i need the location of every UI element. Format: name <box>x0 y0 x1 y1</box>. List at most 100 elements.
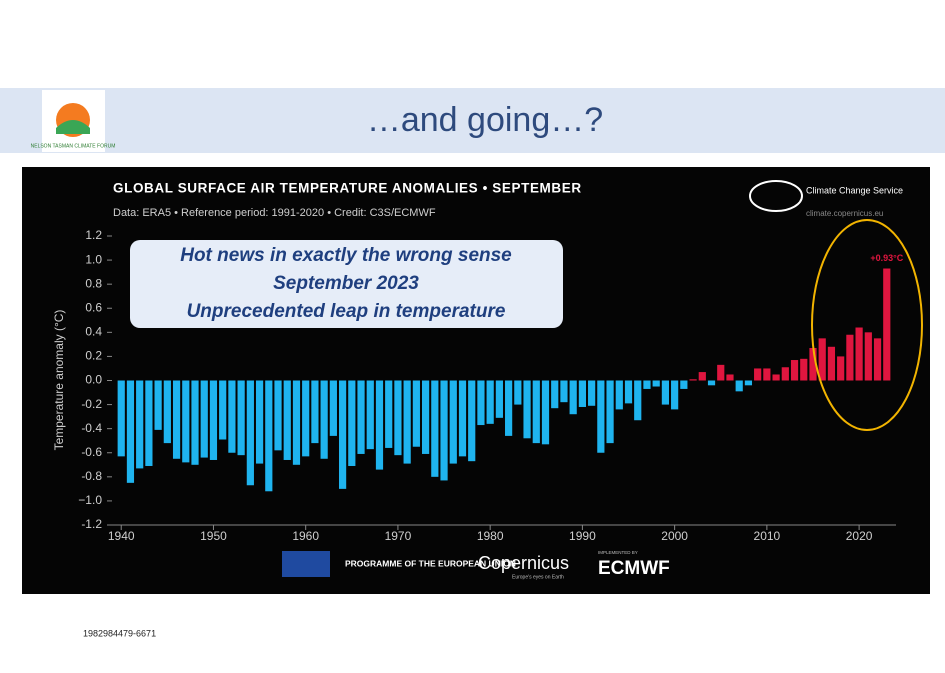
bar <box>458 380 467 457</box>
bar <box>182 380 190 463</box>
bar <box>348 380 356 466</box>
bar <box>338 380 347 489</box>
value-label: +0.93°C <box>870 253 903 263</box>
y-tick-label: -0.6 <box>81 445 102 459</box>
bar <box>707 380 716 386</box>
bar <box>606 380 614 444</box>
logo-text: NELSON TASMAN CLIMATE FORUM <box>31 143 116 149</box>
bar <box>302 380 310 457</box>
bar <box>274 380 282 451</box>
x-tick-label: 2020 <box>846 529 873 543</box>
y-tick-label: -0.4 <box>81 421 102 435</box>
copernicus-tag: Europe's eyes on Earth <box>512 574 564 580</box>
chart-title: GLOBAL SURFACE AIR TEMPERATURE ANOMALIES… <box>113 181 582 196</box>
bar <box>671 380 679 410</box>
bar <box>219 380 227 440</box>
bar <box>311 380 319 444</box>
bar <box>191 380 199 465</box>
bar <box>809 347 817 381</box>
highlight-ellipse <box>811 219 923 431</box>
bar <box>772 374 780 381</box>
bar <box>283 380 291 460</box>
bar <box>661 380 670 405</box>
x-tick-label: 1940 <box>108 529 135 543</box>
note-line: Unprecedented leap in temperature <box>187 301 506 322</box>
bar <box>468 380 476 462</box>
bar <box>837 356 845 381</box>
bar <box>117 380 125 457</box>
bar <box>763 368 771 381</box>
bar <box>790 360 799 381</box>
bar <box>136 380 144 469</box>
bar <box>634 380 642 421</box>
c3s-icon <box>749 180 803 212</box>
x-tick-label: 2000 <box>661 529 688 543</box>
bar <box>514 380 522 405</box>
bar <box>744 380 753 386</box>
bar <box>385 380 393 448</box>
bar <box>551 380 559 409</box>
eu-text: PROGRAMME OF THE EUROPEAN UNION <box>345 558 516 568</box>
logo-hills <box>56 120 90 134</box>
bar <box>375 380 384 470</box>
bar <box>394 380 402 456</box>
bar <box>403 380 411 464</box>
c3s-url: climate.copernicus.eu <box>806 209 883 218</box>
bar <box>781 367 789 381</box>
bar <box>237 380 245 456</box>
bar <box>449 380 457 464</box>
slide-title: …and going…? <box>367 101 603 139</box>
bar <box>726 374 734 381</box>
bar <box>698 372 706 381</box>
bar <box>200 380 208 458</box>
y-tick-label: 0.6 <box>85 300 102 314</box>
y-tick-label: 1.0 <box>85 252 102 266</box>
bar <box>172 380 181 459</box>
bar <box>754 368 762 381</box>
bar <box>864 332 872 381</box>
bar <box>320 380 328 459</box>
bar <box>680 380 688 389</box>
y-tick-label: 0.8 <box>85 276 102 290</box>
bar <box>366 380 374 450</box>
x-tick-label: 1990 <box>569 529 596 543</box>
c3s-text: Climate Change Service <box>806 185 903 195</box>
y-tick-label: 0.2 <box>85 349 102 363</box>
bar <box>883 268 891 381</box>
y-tick-label: -0.2 <box>81 397 102 411</box>
x-tick-label: 2010 <box>754 529 781 543</box>
copernicus-logo: Copernicus <box>478 553 569 573</box>
bar <box>154 380 162 430</box>
bar <box>615 380 623 410</box>
ecmwf-logo: ECMWF <box>598 558 670 579</box>
note-box <box>130 240 563 328</box>
bar <box>800 358 808 381</box>
bar <box>486 380 494 424</box>
bar <box>588 380 596 406</box>
bar <box>523 380 531 439</box>
bar <box>560 380 568 403</box>
bar <box>873 338 882 381</box>
bar <box>541 380 550 445</box>
implemented-text: IMPLEMENTED BY <box>598 550 638 555</box>
y-tick-label: -1.2 <box>81 517 102 531</box>
bar <box>643 380 651 389</box>
plot: 1.2 1.0 0.8 0.6 0.4 0.2 0.0 -0.2 -0.4 -0.6 -0.8 −1.… <box>78 228 903 543</box>
bar <box>246 380 254 486</box>
bar <box>818 338 826 381</box>
bar <box>652 380 660 387</box>
x-tick-label: 1950 <box>200 529 227 543</box>
bar <box>292 380 301 465</box>
x-tick-label: 1960 <box>292 529 319 543</box>
bar <box>228 380 236 453</box>
y-tick-label: 0.4 <box>85 325 102 339</box>
y-axis-label: Temperature anomaly (°C) <box>52 310 66 451</box>
bar <box>163 380 171 444</box>
footer-id: 1982984479-6671 <box>83 628 156 638</box>
bar <box>532 380 540 444</box>
y-tick-label: −1.0 <box>78 493 102 507</box>
bar <box>569 380 577 415</box>
bar <box>265 380 273 492</box>
